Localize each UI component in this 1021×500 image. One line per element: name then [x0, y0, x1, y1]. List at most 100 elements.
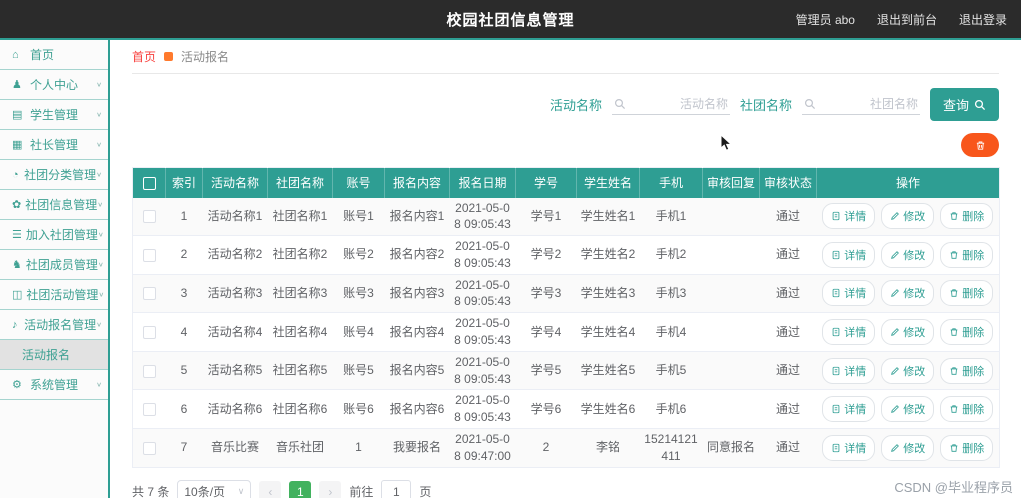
club-name-field	[801, 94, 920, 115]
sidebar-item-club-activity[interactable]: ◫ 社团活动管理 ∨	[0, 280, 108, 310]
sidebar-item-club-category[interactable]: ◔ 社团分类管理 ∨	[0, 160, 108, 190]
query-button[interactable]: 查询	[929, 88, 999, 121]
row-checkbox[interactable]	[142, 403, 156, 417]
edit-button[interactable]: 修改	[881, 241, 935, 268]
sidebar-item-president-mgmt[interactable]: ▦ 社长管理 ∨	[0, 130, 108, 160]
pencil-icon	[891, 250, 900, 259]
detail-button[interactable]: 详情	[822, 434, 876, 461]
detail-button[interactable]: 详情	[822, 241, 876, 268]
column-header: 学号	[515, 167, 577, 198]
club-name-cell: 社团名称3	[267, 274, 333, 314]
delete-button-label: 删除	[962, 327, 985, 340]
edit-button[interactable]: 修改	[881, 280, 935, 307]
sidebar-item-label: 活动报名管理	[24, 318, 97, 332]
search-icon	[974, 99, 986, 110]
actions-cell: 详情 修改 删除	[816, 235, 1000, 275]
page-size-select[interactable]: 10条/页 ∨	[177, 479, 252, 498]
navbar-link[interactable]: 退出到前台	[876, 12, 937, 27]
navbar-link[interactable]: 管理员 abo	[795, 12, 855, 27]
club-name-cell: 社团名称1	[267, 197, 333, 237]
row-checkbox[interactable]	[142, 326, 156, 339]
detail-button[interactable]: 详情	[822, 280, 876, 307]
account-cell: 账号6	[332, 389, 385, 430]
sidebar-item-activity-signup-mgmt[interactable]: ♪ 活动报名管理 ∨	[0, 310, 108, 340]
row-checkbox[interactable]	[142, 287, 156, 301]
index-cell: 6	[165, 389, 203, 430]
next-page-button[interactable]: ›	[319, 480, 342, 498]
select-all-checkbox[interactable]	[142, 176, 156, 190]
breadcrumb-separator-icon	[164, 52, 174, 61]
delete-button[interactable]: 删除	[940, 319, 994, 346]
index-cell: 5	[165, 351, 203, 391]
row-checkbox[interactable]	[142, 364, 156, 378]
detail-button[interactable]: 详情	[822, 319, 876, 346]
edit-button-label: 修改	[903, 288, 926, 301]
detail-button[interactable]: 详情	[822, 203, 876, 230]
edit-button[interactable]: 修改	[881, 319, 935, 346]
column-header: 报名内容	[384, 167, 450, 198]
trash-icon	[950, 212, 958, 221]
account-cell: 账号5	[332, 351, 385, 391]
activity-name-input[interactable]	[625, 97, 728, 111]
activity-name-cell: 活动名称1	[202, 197, 268, 237]
pencil-icon	[891, 443, 900, 452]
trash-icon	[950, 289, 958, 298]
chevron-down-icon: ∨	[97, 230, 104, 239]
sidebar-item-label: 社长管理	[30, 138, 79, 152]
audit-reply-cell: 同意报名	[702, 428, 760, 468]
row-checkbox[interactable]	[142, 210, 156, 224]
sidebar-item-club-info[interactable]: ✿ 社团信息管理 ∨	[0, 190, 108, 220]
edit-button[interactable]: 修改	[881, 396, 935, 423]
delete-button[interactable]: 删除	[940, 241, 994, 268]
sidebar-item-icon: ✿	[12, 199, 22, 211]
navbar-link[interactable]: 退出登录	[958, 12, 1007, 27]
row-select-cell	[132, 428, 166, 468]
pagination: 共 7 条 10条/页 ∨ ‹ 1 › 前往 页	[132, 479, 999, 498]
table-row: 5 活动名称5 社团名称5 账号5 报名内容5 2021-05-08 09:05…	[132, 351, 1000, 391]
edit-button[interactable]: 修改	[881, 357, 935, 384]
batch-delete-button[interactable]	[961, 133, 999, 157]
prev-page-button[interactable]: ‹	[259, 480, 282, 498]
detail-button[interactable]: 详情	[822, 357, 876, 384]
page-number-1[interactable]: 1	[289, 480, 312, 498]
sidebar-item-system-mgmt[interactable]: ⚙ 系统管理 ∨	[0, 370, 108, 400]
document-icon	[832, 405, 840, 414]
detail-button[interactable]: 详情	[822, 396, 876, 423]
document-icon	[832, 289, 840, 298]
delete-button-label: 删除	[962, 249, 985, 262]
delete-button[interactable]: 删除	[940, 203, 994, 230]
account-cell: 账号4	[332, 312, 385, 352]
row-checkbox[interactable]	[142, 248, 156, 262]
delete-button[interactable]: 删除	[940, 396, 994, 423]
sidebar-item-activity-signup[interactable]: 活动报名	[0, 340, 108, 370]
detail-button-label: 详情	[844, 404, 867, 417]
sidebar-item-home[interactable]: ⌂ 首页	[0, 40, 108, 70]
chevron-down-icon: ∨	[97, 200, 104, 209]
sidebar-item-student-mgmt[interactable]: ▤ 学生管理 ∨	[0, 100, 108, 130]
edit-button[interactable]: 修改	[881, 203, 935, 230]
breadcrumb: 首页 活动报名	[132, 40, 999, 74]
document-icon	[832, 250, 840, 260]
delete-button[interactable]: 删除	[940, 434, 994, 461]
student-no-cell: 学号2	[515, 235, 577, 275]
breadcrumb-home-link[interactable]: 首页	[132, 50, 157, 64]
detail-button-label: 详情	[844, 442, 867, 455]
delete-button[interactable]: 删除	[940, 357, 994, 384]
column-header: 活动名称	[202, 167, 268, 198]
sidebar-item-club-join[interactable]: ☰ 加入社团管理 ∨	[0, 220, 108, 250]
detail-button-label: 详情	[844, 249, 867, 262]
delete-button[interactable]: 删除	[940, 280, 994, 307]
signup-content-cell: 报名内容4	[384, 312, 450, 352]
row-checkbox[interactable]	[142, 441, 156, 455]
goto-page-input[interactable]	[381, 479, 412, 498]
sidebar-item-label: 社团成员管理	[25, 258, 98, 272]
student-no-cell: 2	[515, 428, 577, 468]
sidebar-item-club-member[interactable]: ♞ 社团成员管理 ∨	[0, 250, 108, 280]
student-name-cell: 学生姓名3	[576, 274, 640, 314]
edit-button[interactable]: 修改	[881, 434, 935, 461]
student-name-cell: 学生姓名5	[576, 351, 640, 391]
page-size-value: 10条/页	[184, 485, 226, 498]
chevron-down-icon: ∨	[96, 380, 102, 389]
club-name-input[interactable]	[815, 97, 918, 111]
sidebar-item-personal-center[interactable]: ♟ 个人中心 ∨	[0, 70, 108, 100]
